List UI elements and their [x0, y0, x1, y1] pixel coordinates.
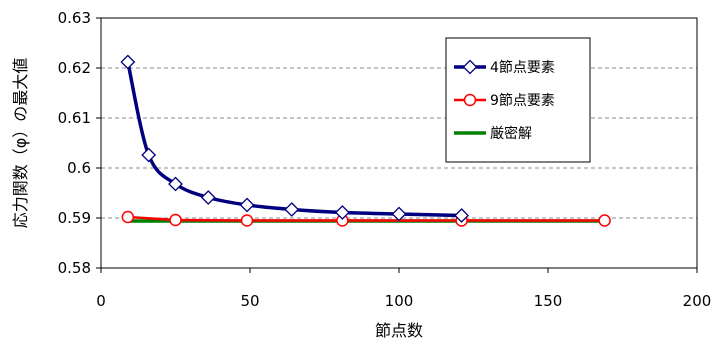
y-tick-label: 0.62	[58, 59, 91, 77]
data-point	[598, 214, 611, 227]
legend-symbol-4node	[454, 59, 486, 75]
legend: 4節点要素 9節点要素 厳密解	[445, 37, 591, 163]
legend-label-9node: 9節点要素	[490, 92, 555, 109]
series-line	[127, 215, 605, 222]
data-point	[120, 54, 136, 70]
data-point	[239, 197, 255, 213]
y-tick-label: 0.6	[67, 159, 91, 177]
data-point	[168, 176, 183, 192]
x-tick-label: 50	[240, 292, 259, 310]
y-axis-title: 応力関数（φ）の最大値	[11, 58, 30, 229]
x-tick-label: 100	[385, 292, 414, 310]
data-point	[200, 190, 216, 205]
plot-area	[100, 17, 698, 269]
x-axis-ticks: 0 50 100 150 200	[96, 268, 711, 310]
series-line	[126, 61, 462, 218]
legend-item-9node: 9節点要素	[454, 92, 555, 109]
legend-symbol-9node	[454, 93, 486, 107]
data-point	[141, 147, 157, 163]
y-tick-label: 0.63	[58, 9, 91, 27]
legend-item-4node: 4節点要素	[454, 59, 555, 76]
data-point	[240, 214, 254, 227]
series-9node	[121, 210, 611, 227]
y-tick-label: 0.61	[58, 109, 91, 127]
y-tick-label: 0.59	[58, 209, 91, 227]
legend-label-4node: 4節点要素	[490, 59, 555, 76]
gridlines	[101, 67, 697, 219]
legend-marker	[463, 93, 477, 107]
legend-item-exact: 厳密解	[454, 125, 532, 142]
data-point	[169, 213, 182, 227]
x-tick-label: 0	[96, 292, 106, 310]
series-group	[120, 54, 611, 227]
x-tick-label: 200	[683, 292, 712, 310]
y-tick-label: 0.58	[58, 259, 91, 277]
data-point	[334, 205, 350, 220]
data-point	[454, 208, 469, 223]
data-point	[391, 206, 407, 222]
x-tick-label: 150	[534, 292, 563, 310]
data-point	[284, 202, 300, 217]
x-axis-title: 節点数	[375, 321, 423, 340]
data-point	[121, 210, 135, 224]
series-4node	[120, 54, 469, 223]
y-axis-ticks: 0.58 0.59 0.6 0.61 0.62 0.63	[58, 9, 101, 277]
legend-label-exact: 厳密解	[490, 125, 532, 142]
legend-marker	[462, 59, 478, 75]
